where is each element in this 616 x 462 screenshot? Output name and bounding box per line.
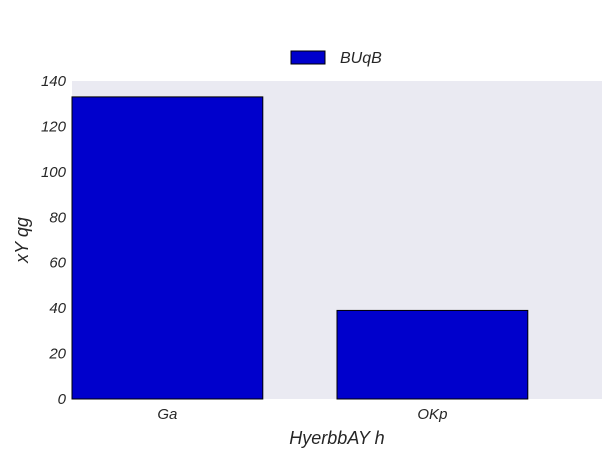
legend-label: BUqB	[340, 50, 382, 67]
y-tick-label: 80	[49, 209, 66, 226]
y-axis-label: xY qg	[12, 217, 32, 264]
y-tick-label: 0	[58, 391, 67, 408]
y-tick-label: 60	[49, 255, 66, 272]
y-tick-label: 140	[41, 73, 67, 90]
legend-swatch	[290, 50, 326, 65]
bars-group	[71, 96, 529, 400]
y-tick-labels: 0 20 40 60 80 100 120 140	[41, 73, 67, 408]
bar-Ga	[71, 96, 264, 400]
y-tick-label: 20	[48, 346, 66, 363]
y-tick-label: 100	[41, 164, 67, 181]
legend: BUqB	[290, 50, 382, 67]
x-axis-label: HyerbbAY h	[289, 428, 384, 448]
y-tick-label: 40	[49, 300, 66, 317]
x-tick-label: OKp	[417, 406, 447, 423]
x-tick-labels: Ga OKp	[157, 406, 447, 423]
bar-OKp	[336, 309, 529, 400]
x-tick-label: Ga	[157, 406, 177, 423]
y-tick-label: 120	[41, 118, 67, 135]
